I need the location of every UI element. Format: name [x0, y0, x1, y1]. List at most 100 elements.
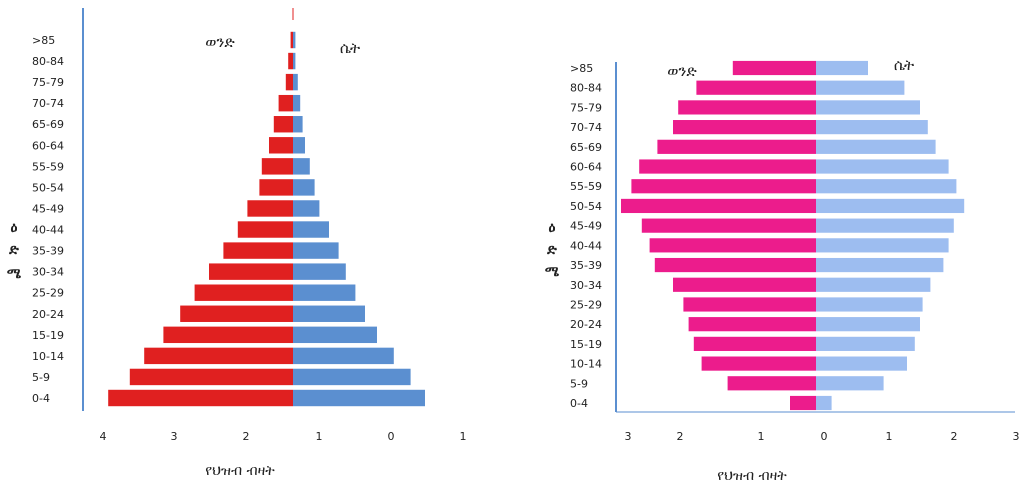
bar-male-20-24: [688, 317, 816, 332]
x-tick-label: 2: [677, 430, 684, 443]
bar-male-0-4: [790, 395, 816, 411]
legend-male-right: ወንድ: [667, 62, 697, 80]
age-label: 5-9: [570, 377, 588, 390]
bar-female-10-14: [293, 347, 394, 365]
bar-female-70-74: [816, 120, 928, 135]
age-label: 40-44: [570, 239, 602, 252]
x-tick-label: 3: [625, 430, 632, 443]
bar-male-60-64: [269, 137, 293, 154]
bar-female-30-34: [816, 277, 931, 292]
bar-male-65-69: [657, 139, 816, 154]
x-tick-label: 2: [243, 430, 250, 443]
bar-male-40-44: [237, 221, 293, 238]
x-tick-label: 1: [460, 430, 467, 443]
y-axis-title-right-2: ድ: [546, 242, 557, 258]
age-label: 25-29: [570, 298, 602, 311]
bar-female-25-29: [816, 297, 923, 312]
age-label: 70-74: [32, 97, 64, 110]
bar-female-45-49: [816, 218, 954, 233]
bar-female-15-19: [816, 336, 915, 351]
bar-male-10-14: [701, 356, 816, 371]
pyramid-chart-left: 0-4 5-9 10-14 15-19 20-24 25-29 30-34 35-39 40-4…: [7, 8, 467, 479]
bar-female-5-9: [816, 376, 884, 391]
bar-female-20-24: [816, 317, 920, 332]
age-label: 0-4: [570, 397, 588, 410]
age-label: 50-54: [570, 200, 602, 213]
bar-female-40-44: [293, 221, 329, 238]
bar-male-15-19: [693, 336, 816, 351]
age-label: 80-84: [570, 82, 602, 95]
age-label: 65-69: [570, 141, 602, 154]
age-label: 55-59: [570, 180, 602, 193]
bar-male-5-9: [727, 376, 816, 391]
bar-female-80-84: [293, 52, 296, 70]
bar-female-50-54: [293, 179, 315, 196]
bar-female-70-74: [293, 94, 301, 112]
bar-female-40-44: [816, 238, 949, 253]
x-tick-label: 3: [171, 430, 178, 443]
age-label: 30-34: [570, 279, 602, 292]
bar-male-75-79: [678, 100, 816, 115]
bar-male-15-19: [163, 326, 293, 344]
age-label: 15-19: [32, 329, 64, 342]
y-axis-title-right-1: ዕ: [549, 220, 556, 236]
bar-male->85: [732, 60, 816, 76]
bar-female-10-14: [816, 356, 907, 371]
age-label: 5-9: [32, 371, 50, 384]
bar-female-45-49: [293, 200, 320, 217]
bar-female-65-69: [293, 116, 303, 133]
y-axis-title-right-3: ሜ: [545, 264, 560, 280]
age-label: 10-14: [32, 350, 64, 363]
age-label: 60-64: [32, 139, 64, 152]
x-tick-label: 3: [1013, 430, 1020, 443]
legend-male-left: ወንድ: [205, 33, 235, 51]
bar-male-60-64: [639, 159, 816, 174]
bar-male-70-74: [278, 94, 293, 112]
x-tick-label: 0: [388, 430, 395, 443]
bar-female-75-79: [293, 73, 298, 91]
x-axis-title-right: የህዝብ ብዛት: [717, 468, 787, 484]
age-label: >85: [570, 62, 593, 75]
y-axis-title-left-2: ድ: [8, 242, 19, 258]
bar-male-65-69: [273, 116, 293, 133]
bar-female-55-59: [293, 158, 310, 175]
bar-male-30-34: [209, 263, 293, 280]
bar-female-80-84: [816, 80, 905, 95]
bar-female-35-39: [293, 242, 339, 259]
age-label: >85: [32, 34, 55, 47]
bar-female-5-9: [293, 368, 411, 386]
age-label: 15-19: [570, 338, 602, 351]
x-tick-label: 4: [100, 430, 107, 443]
age-label: 20-24: [570, 318, 602, 331]
age-label: 75-79: [570, 101, 602, 114]
age-label: 50-54: [32, 181, 64, 194]
age-label: 60-64: [570, 161, 602, 174]
age-label: 20-24: [32, 308, 64, 321]
bar-male-55-59: [261, 158, 293, 175]
bar-female-60-64: [293, 137, 305, 154]
bar-male-45-49: [247, 200, 293, 217]
x-tick-label: 2: [951, 430, 958, 443]
age-label: 75-79: [32, 76, 64, 89]
age-label: 45-49: [570, 220, 602, 233]
pyramid-chart-right: 0-4 5-9 10-14 15-19 20-24 25-29 30-34 35-39 40-4…: [545, 56, 1020, 484]
age-label: 80-84: [32, 55, 64, 68]
bar-female-65-69: [816, 139, 936, 154]
bar-male->85: [290, 31, 293, 49]
bar-male-5-9: [129, 368, 293, 386]
age-label: 25-29: [32, 287, 64, 300]
age-label: 35-39: [32, 245, 64, 258]
bar-female-0-4: [293, 389, 425, 407]
bar-male-10-14: [144, 347, 293, 365]
bar-female->85: [293, 31, 296, 49]
bar-male-70-74: [673, 120, 816, 135]
bar-male-40-44: [649, 238, 816, 253]
bar-male-30-34: [673, 277, 816, 292]
age-label: 55-59: [32, 160, 64, 173]
bar-male-50-54: [259, 179, 293, 196]
bar-female-35-39: [816, 257, 944, 273]
x-tick-label: 1: [886, 430, 893, 443]
bar-female->85: [816, 60, 868, 76]
bar-female-30-34: [293, 263, 346, 280]
bar-female-20-24: [293, 305, 365, 322]
